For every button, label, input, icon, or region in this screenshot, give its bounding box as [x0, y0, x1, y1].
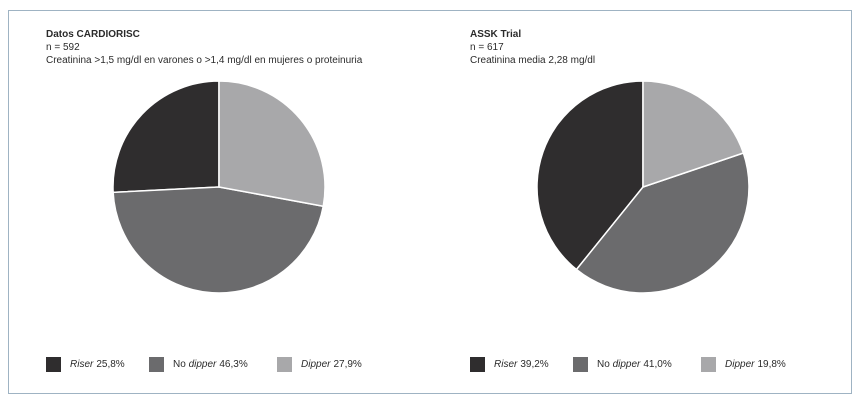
legend-label: No dipper 46,3%	[173, 359, 248, 370]
pie-chart	[536, 80, 750, 294]
legend-label: Dipper 27,9%	[301, 359, 362, 370]
chart-title: Datos CARDIORISC	[46, 29, 140, 40]
pie-slice-dipper	[642, 80, 745, 188]
chart-subtitle-n: n = 592	[46, 42, 80, 53]
chart-title: ASSK Trial	[470, 29, 522, 40]
legend-label: No dipper 41,0%	[597, 359, 672, 370]
legend-label: Dipper 19,8%	[725, 359, 786, 370]
legend-item-riser: Riser 39,2%	[470, 357, 549, 372]
pie-slice-no-dipper	[112, 186, 324, 294]
chart-panel-cardiorisc: Datos CARDIORISC n = 592 Creatinina >1,5…	[9, 11, 429, 393]
legend-swatch	[573, 357, 588, 372]
legend-item-no-dipper: No dipper 46,3%	[149, 357, 248, 372]
legend-swatch	[701, 357, 716, 372]
legend-item-dipper: Dipper 19,8%	[701, 357, 786, 372]
pie-slice-no-dipper	[575, 152, 750, 294]
legend-swatch	[470, 357, 485, 372]
legend-label: Riser 39,2%	[494, 359, 549, 370]
pie-chart	[112, 80, 326, 294]
pie-slice-dipper	[218, 80, 326, 207]
legend-swatch	[46, 357, 61, 372]
chart-header: Datos CARDIORISC n = 592 Creatinina >1,5…	[46, 28, 362, 67]
pie-slice-riser	[536, 80, 644, 271]
legend-item-dipper: Dipper 27,9%	[277, 357, 362, 372]
chart-subtitle-criteria: Creatinina >1,5 mg/dl en varones o >1,4 …	[46, 55, 363, 66]
legend-swatch	[277, 357, 292, 372]
chart-subtitle-criteria: Creatinina media 2,28 mg/dl	[470, 55, 596, 66]
chart-subtitle-n: n = 617	[470, 42, 504, 53]
figure-frame: Datos CARDIORISC n = 592 Creatinina >1,5…	[8, 10, 852, 394]
pie-slice-riser	[112, 80, 220, 194]
chart-header: ASSK Trial n = 617 Creatinina media 2,28…	[470, 28, 595, 67]
chart-panel-assk: ASSK Trial n = 617 Creatinina media 2,28…	[433, 11, 853, 393]
legend-swatch	[149, 357, 164, 372]
legend-item-no-dipper: No dipper 41,0%	[573, 357, 672, 372]
legend-item-riser: Riser 25,8%	[46, 357, 125, 372]
legend-label: Riser 25,8%	[70, 359, 125, 370]
